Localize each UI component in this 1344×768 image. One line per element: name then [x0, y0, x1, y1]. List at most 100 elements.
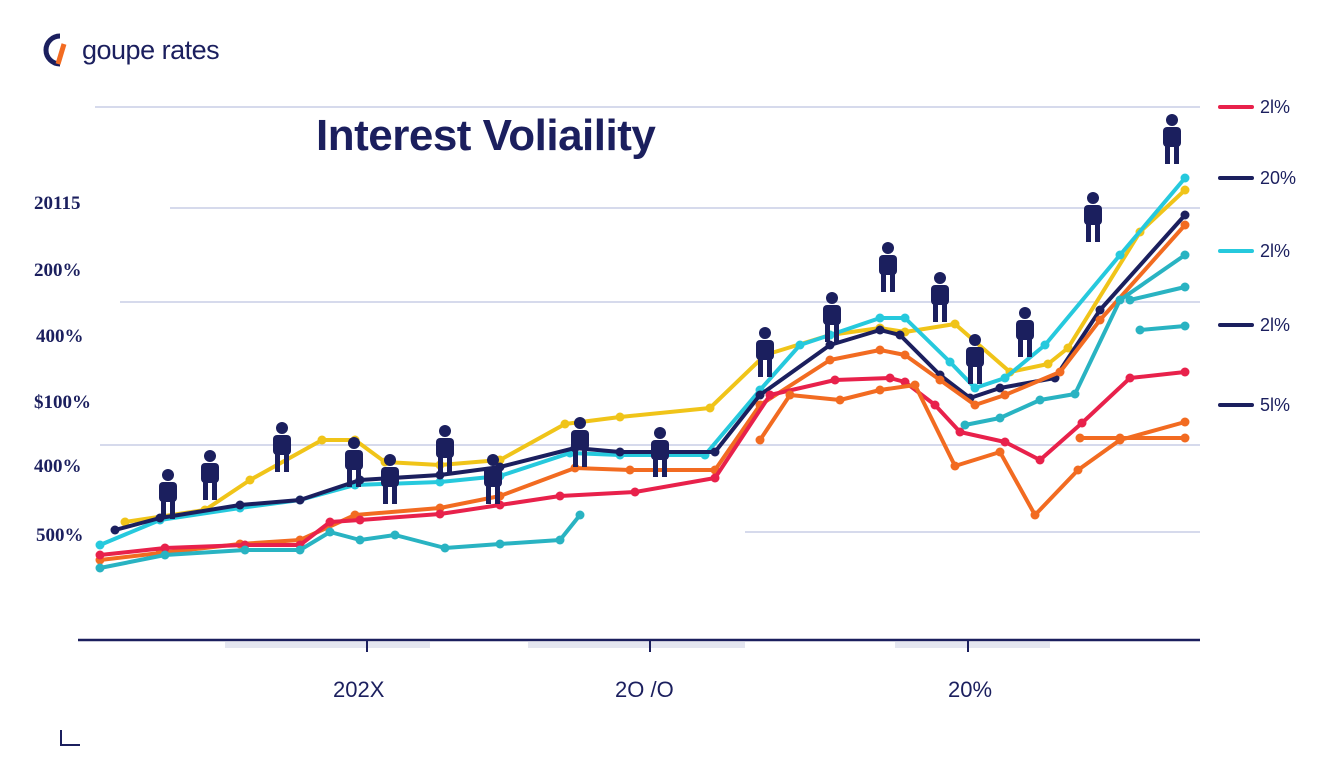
person-leg	[275, 454, 280, 472]
data-point	[1125, 373, 1135, 383]
data-point	[1035, 455, 1045, 465]
series-9	[960, 250, 1190, 430]
data-point	[1115, 250, 1125, 260]
data-point	[1095, 305, 1105, 315]
brand-logo: goupe rates	[40, 30, 220, 70]
data-point	[950, 319, 960, 329]
y-tick-label: 20115	[34, 193, 80, 214]
data-point	[355, 535, 365, 545]
data-point	[875, 345, 885, 355]
person-body	[1084, 205, 1102, 225]
person-leg	[1165, 146, 1170, 164]
data-point	[955, 427, 965, 437]
data-point	[1040, 340, 1050, 350]
data-point	[710, 473, 720, 483]
person-body	[201, 463, 219, 483]
person-body	[159, 482, 177, 502]
data-point	[1000, 373, 1010, 383]
data-point	[1000, 390, 1010, 400]
data-point	[1180, 433, 1190, 443]
person-leg	[392, 486, 397, 504]
data-point	[755, 390, 765, 400]
person-leg	[495, 486, 500, 504]
person-icon	[201, 450, 219, 500]
series-4	[95, 220, 1190, 565]
person-icon	[931, 272, 949, 322]
series-11	[1135, 321, 1190, 335]
data-point	[440, 543, 450, 553]
person-head	[1166, 114, 1178, 126]
data-point	[435, 509, 445, 519]
axis-band	[225, 642, 430, 648]
data-point	[995, 383, 1005, 393]
person-leg	[582, 449, 587, 467]
data-point	[1073, 465, 1083, 475]
data-point	[1095, 315, 1105, 325]
data-point	[495, 539, 505, 549]
person-body	[436, 438, 454, 458]
data-point	[885, 373, 895, 383]
data-point	[945, 357, 955, 367]
person-icon	[1163, 114, 1181, 164]
person-body	[1163, 127, 1181, 147]
person-body	[823, 305, 841, 325]
person-leg	[662, 459, 667, 477]
data-point	[295, 545, 305, 555]
legend-item: 20%	[1218, 168, 1296, 188]
legend-item: 2l%	[1218, 97, 1290, 117]
person-head	[1087, 192, 1099, 204]
person-leg	[161, 501, 166, 519]
legend-label: 20%	[1260, 168, 1296, 188]
data-point	[825, 340, 835, 350]
data-point	[325, 517, 335, 527]
person-icon	[966, 334, 984, 384]
series-lines	[95, 173, 1190, 573]
data-point	[825, 355, 835, 365]
data-point	[555, 491, 565, 501]
series-line	[1128, 285, 1187, 302]
person-head	[574, 417, 586, 429]
person-leg	[438, 457, 443, 475]
legend-label: 5l%	[1260, 395, 1290, 415]
chart-title: Interest Voliaility	[316, 111, 656, 160]
person-body	[484, 467, 502, 487]
data-point	[1180, 321, 1190, 331]
person-leg	[212, 482, 217, 500]
person-icon	[159, 469, 177, 519]
data-point	[160, 550, 170, 560]
person-leg	[825, 324, 830, 342]
data-point	[1180, 250, 1190, 260]
series-8	[95, 510, 585, 573]
series-2	[95, 173, 1190, 550]
data-point	[830, 375, 840, 385]
series-line	[113, 213, 1187, 532]
data-point	[755, 435, 765, 445]
person-head	[276, 422, 288, 434]
data-point	[1135, 325, 1145, 335]
data-point	[960, 420, 970, 430]
data-point	[630, 487, 640, 497]
person-leg	[890, 274, 895, 292]
person-icon	[345, 437, 363, 487]
data-point	[1063, 343, 1073, 353]
data-point	[875, 385, 885, 395]
legend: 2l% 20% 2l% 2l% 5l%	[1218, 97, 1296, 415]
data-point	[1070, 389, 1080, 399]
data-point	[240, 545, 250, 555]
series-line	[98, 223, 1187, 562]
data-point	[900, 313, 910, 323]
person-leg	[284, 454, 289, 472]
data-point	[1043, 359, 1053, 369]
person-head	[439, 425, 451, 437]
data-point	[295, 495, 305, 505]
data-point	[235, 500, 245, 510]
data-point	[355, 515, 365, 525]
data-point	[615, 412, 625, 422]
x-tick-labels: 202X 2O /O 20%	[333, 677, 992, 702]
data-point	[95, 540, 105, 550]
data-point	[950, 461, 960, 471]
legend-label: 2l%	[1260, 97, 1290, 117]
y-tick-labels: 20115 200% 400% $100% 400% 500%	[34, 193, 91, 546]
data-point	[615, 447, 625, 457]
data-point	[1000, 437, 1010, 447]
